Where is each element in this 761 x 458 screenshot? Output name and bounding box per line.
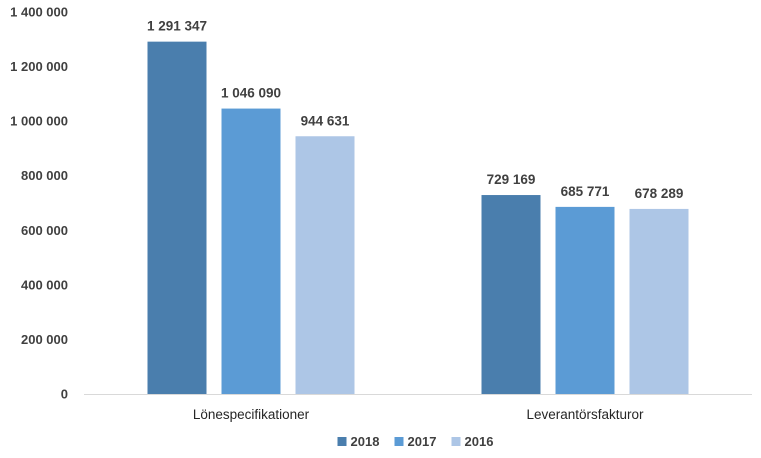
legend-swatch-2016 xyxy=(451,437,461,446)
y-tick-label: 800 000 xyxy=(21,168,68,183)
category-label: Lönespecifikationer xyxy=(193,407,310,422)
legend-swatch-2017 xyxy=(394,437,404,446)
legend-label: 2016 xyxy=(465,434,494,449)
data-label: 1 291 347 xyxy=(147,19,207,34)
x-axis-categories: Lönespecifikationer Leverantörsfakturor xyxy=(193,407,644,422)
bar-2017 xyxy=(221,108,281,395)
category-label: Leverantörsfakturor xyxy=(526,407,644,422)
legend: 2018 2017 2016 xyxy=(337,434,494,449)
y-tick-label: 200 000 xyxy=(21,332,68,347)
y-tick-label: 600 000 xyxy=(21,223,68,238)
data-label: 1 046 090 xyxy=(221,86,281,101)
bars xyxy=(147,41,689,395)
bar-2017 xyxy=(555,206,615,394)
y-tick-label: 0 xyxy=(61,387,68,402)
y-tick-label: 1 200 000 xyxy=(10,59,68,74)
legend-label: 2017 xyxy=(408,434,437,449)
legend-label: 2018 xyxy=(351,434,380,449)
data-label: 944 631 xyxy=(301,113,350,128)
data-label: 685 771 xyxy=(561,184,610,199)
bar-2016 xyxy=(629,208,689,394)
y-tick-label: 1 400 000 xyxy=(10,5,68,20)
bar-2018 xyxy=(481,195,541,394)
data-labels: 1 291 347 1 046 090 944 631 729 169 685 771 6… xyxy=(147,19,683,201)
bar-2016 xyxy=(295,136,355,395)
y-axis: 0 200 000 400 000 600 000 800 000 1 000 000 1 … xyxy=(10,5,68,402)
y-tick-label: 1 000 000 xyxy=(10,114,68,129)
legend-swatch-2018 xyxy=(337,437,347,446)
y-tick-label: 400 000 xyxy=(21,277,68,292)
data-label: 729 169 xyxy=(487,172,536,187)
data-label: 678 289 xyxy=(635,186,684,201)
bar-2018 xyxy=(147,41,207,394)
